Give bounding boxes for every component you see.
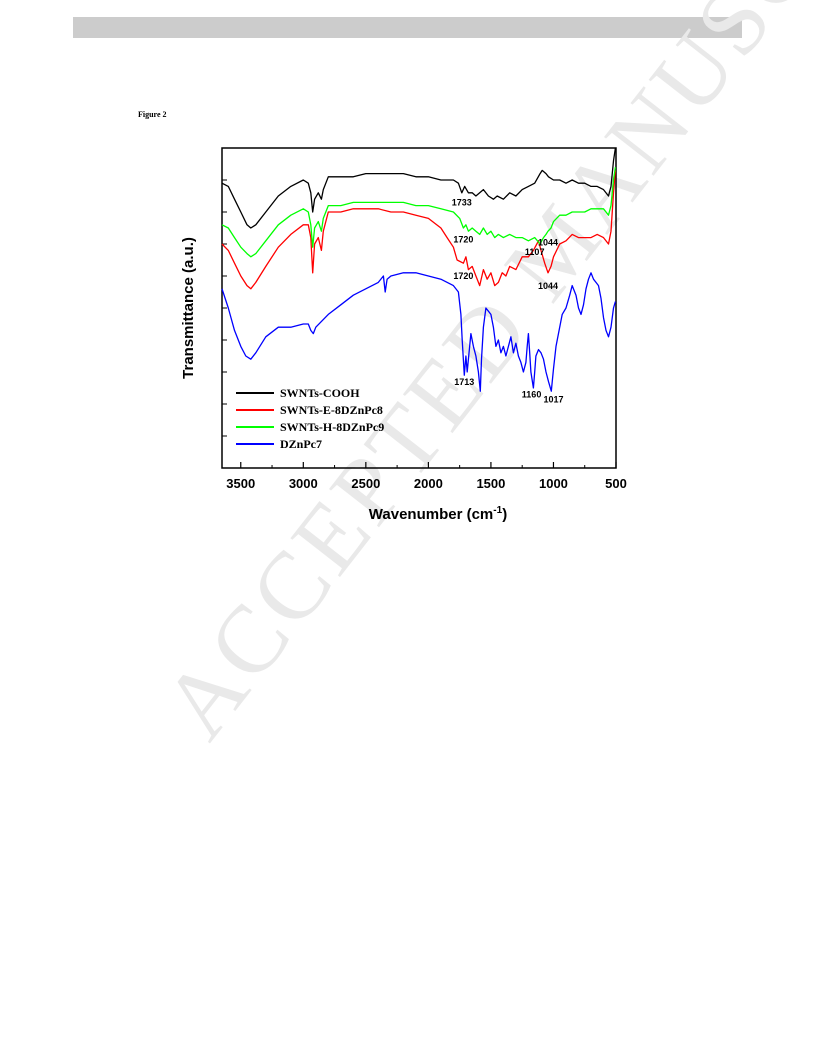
peak-label-1160: 1160 <box>522 390 542 400</box>
peak-label-1107: 1107 <box>525 247 545 257</box>
series-line-swnts-h-8dznpc9 <box>221 167 617 258</box>
x-tick-label-3000: 3000 <box>289 476 318 491</box>
legend: SWNTs-COOH SWNTs-E-8DZnPc8 SWNTs-H-8DZnPc9… <box>236 386 384 451</box>
figure-label: Figure 2 <box>138 110 167 119</box>
x-tick-label-1000: 1000 <box>539 476 568 491</box>
x-tick-label-3500: 3500 <box>226 476 255 491</box>
peak-label-1733: 1733 <box>452 198 472 208</box>
peak-label-1720: 1720 <box>453 234 473 244</box>
legend-entry-swnts-h-8dznpc9: SWNTs-H-8DZnPc9 <box>280 420 384 434</box>
peak-label-1720: 1720 <box>453 271 473 281</box>
legend-entry-swnts-e-8dznpc8: SWNTs-E-8DZnPc8 <box>280 403 383 417</box>
peak-label-1044: 1044 <box>538 281 558 291</box>
series-line-dznpc7 <box>221 272 617 392</box>
x-axis-title-sup: -1 <box>493 505 502 516</box>
series-group <box>221 147 617 392</box>
legend-entry-swnts-cooh: SWNTs-COOH <box>280 386 360 400</box>
series-line-swnts-cooh <box>221 147 617 229</box>
x-axis-title-main: Wavenumber (cm <box>369 506 493 523</box>
series-line-swnts-e-8dznpc8 <box>221 170 617 290</box>
peak-label-1017: 1017 <box>543 394 563 404</box>
peak-label-1713: 1713 <box>454 377 474 387</box>
x-tick-label-500: 500 <box>605 476 627 491</box>
x-axis-title: Wavenumber (cm-1) <box>369 505 507 523</box>
x-tick-label-2000: 2000 <box>414 476 443 491</box>
peak-label-1044: 1044 <box>538 238 558 248</box>
header-bar <box>73 17 742 38</box>
x-axis-title-close: ) <box>502 506 507 523</box>
y-axis-title: Transmittance (a.u.) <box>180 237 197 379</box>
x-tick-label-1500: 1500 <box>476 476 505 491</box>
legend-entry-dznpc7: DZnPc7 <box>280 437 322 451</box>
axis-ticks: 3500 3000 2500 2000 1500 1000 500 <box>222 179 627 491</box>
x-tick-label-2500: 2500 <box>351 476 380 491</box>
